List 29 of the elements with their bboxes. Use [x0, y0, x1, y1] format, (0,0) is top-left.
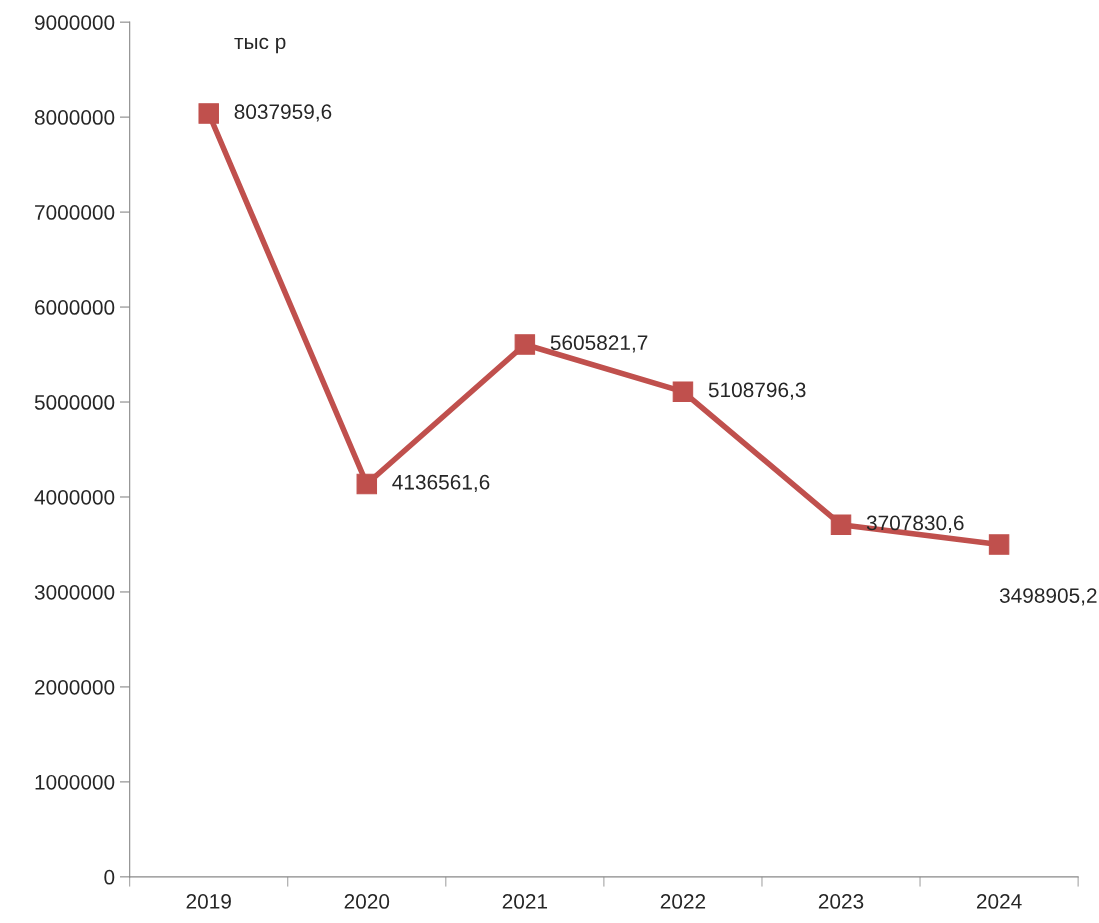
- x-tick-label: 2019: [186, 894, 231, 909]
- data-label: 5605821,7: [550, 335, 648, 353]
- data-label: 3707830,6: [866, 515, 964, 533]
- x-tick-label: 2022: [660, 894, 706, 909]
- x-tick-label: 2021: [502, 894, 548, 909]
- point: [198, 103, 219, 124]
- y-tick-label: 1000000: [35, 774, 115, 790]
- y-tick-label: 2000000: [35, 679, 115, 695]
- point: [514, 334, 536, 355]
- x-tick-label: 2024: [976, 894, 1022, 909]
- data-label: 5108796,3: [708, 382, 806, 400]
- x-tick-label: 2023: [818, 894, 864, 909]
- y-tick-label: 0: [104, 869, 115, 885]
- y-tick-label: 3000000: [34, 584, 115, 600]
- point: [988, 534, 1010, 555]
- y-tick-label: 9000000: [34, 15, 115, 30]
- y-tick-label: 8000000: [34, 110, 115, 125]
- x-tick-label: 2020: [344, 894, 390, 909]
- data-label: 8037959,6: [234, 104, 332, 122]
- point: [672, 381, 694, 402]
- y-tick-label: 5000000: [34, 395, 115, 410]
- y-tick-label: 7000000: [35, 205, 115, 220]
- y-tick-label: 6000000: [35, 300, 115, 315]
- data-label: 4136561,6: [392, 474, 490, 493]
- data-label: 3498905,2: [999, 588, 1097, 606]
- annotation: тыс р: [234, 37, 286, 54]
- point: [356, 473, 378, 495]
- point: [830, 514, 852, 535]
- y-tick-label: 4000000: [34, 489, 115, 505]
